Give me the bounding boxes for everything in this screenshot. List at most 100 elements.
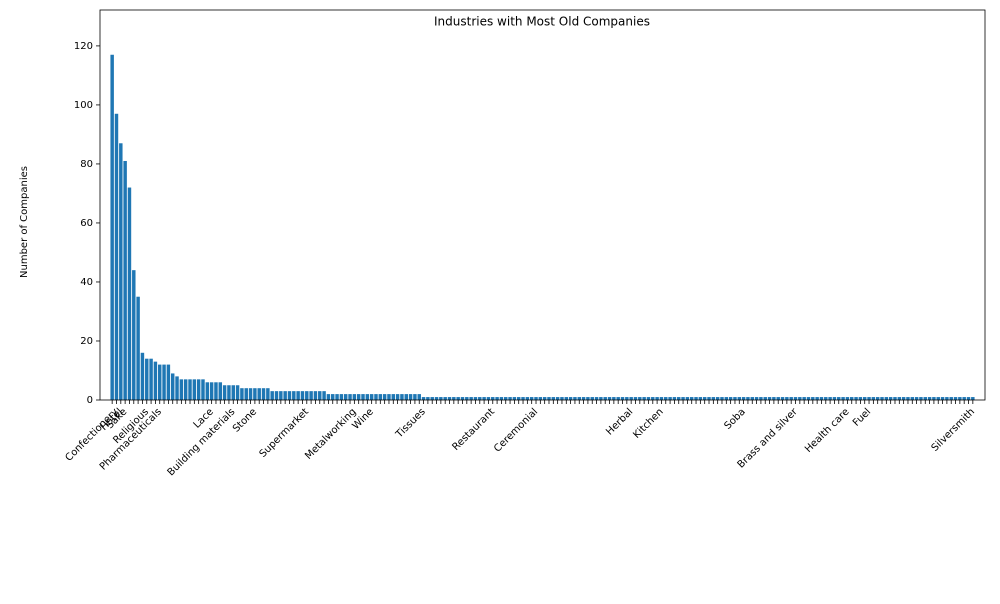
bar (586, 397, 590, 400)
bar (235, 385, 240, 400)
bar (901, 397, 906, 400)
bar (400, 394, 404, 400)
bar (188, 379, 192, 400)
bar (460, 397, 465, 400)
bar (629, 397, 633, 400)
bar (715, 397, 720, 400)
bar (603, 397, 607, 400)
bar (759, 397, 763, 400)
bar (754, 397, 759, 400)
bar (763, 397, 767, 400)
bar (491, 397, 495, 400)
bar (793, 397, 798, 400)
bar (681, 397, 685, 400)
bar (378, 394, 383, 400)
bar (607, 397, 612, 400)
bar (313, 391, 318, 400)
bar (724, 397, 729, 400)
bar (888, 397, 893, 400)
y-tick-label: 40 (80, 277, 93, 288)
y-tick-label: 60 (80, 218, 93, 229)
bar (685, 397, 690, 400)
y-tick-label: 0 (87, 395, 93, 406)
bar (261, 388, 266, 400)
bar (845, 397, 850, 400)
bar (339, 394, 344, 400)
bar (270, 391, 274, 400)
bar (875, 397, 880, 400)
bar (720, 397, 724, 400)
bar (309, 391, 313, 400)
bar (664, 397, 668, 400)
plot-frame (99, 9, 986, 401)
bar (421, 397, 426, 400)
bar (214, 382, 218, 400)
bar (119, 143, 123, 400)
x-tick-label: Stone (231, 406, 259, 434)
bar (733, 397, 737, 400)
bar (417, 394, 421, 400)
bar (305, 391, 309, 400)
bar (767, 397, 772, 400)
bar (274, 391, 279, 400)
bar (443, 397, 447, 400)
bar (127, 187, 132, 400)
bar (940, 397, 945, 400)
bar (668, 397, 672, 400)
bar (331, 394, 335, 400)
bar (862, 397, 867, 400)
bar (162, 364, 166, 400)
bar (625, 397, 629, 400)
bar (140, 352, 145, 400)
bar (482, 397, 486, 400)
bar (512, 397, 517, 400)
bar (426, 397, 430, 400)
bar (495, 397, 499, 400)
bar (581, 397, 586, 400)
bar (413, 394, 417, 400)
y-tick-label: 80 (80, 159, 93, 170)
bar (508, 397, 512, 400)
bar (646, 397, 651, 400)
bar (486, 397, 491, 400)
bar (953, 397, 958, 400)
bar (123, 160, 127, 400)
bar (192, 379, 197, 400)
bar (465, 397, 469, 400)
bar (573, 397, 577, 400)
bar (910, 397, 915, 400)
bar (153, 361, 158, 400)
bar (780, 397, 785, 400)
bar (789, 397, 793, 400)
bar (620, 397, 625, 400)
bar (209, 382, 214, 400)
bar (222, 385, 227, 400)
bar (564, 397, 569, 400)
bar (772, 397, 776, 400)
x-tick-label: Fuel (851, 406, 873, 428)
bar (542, 397, 547, 400)
x-tick-label: Health care (803, 406, 852, 455)
bar (205, 382, 210, 400)
bar (854, 397, 858, 400)
bar (616, 397, 620, 400)
bar (361, 394, 365, 400)
bar (958, 397, 962, 400)
bar (828, 397, 832, 400)
bar (382, 394, 387, 400)
bar (166, 364, 171, 400)
bar (395, 394, 400, 400)
bar (175, 376, 179, 400)
bar (612, 397, 616, 400)
bar (257, 388, 261, 400)
bar (590, 397, 594, 400)
bar (594, 397, 599, 400)
bar (369, 394, 374, 400)
x-tick-label: Tissues (393, 406, 427, 440)
bar (802, 397, 806, 400)
y-tick-label: 100 (74, 100, 93, 111)
x-tick-label: Ceremonial (492, 406, 540, 454)
bar (880, 397, 884, 400)
bar (326, 394, 331, 400)
chart-title: Industries with Most Old Companies (434, 15, 650, 29)
